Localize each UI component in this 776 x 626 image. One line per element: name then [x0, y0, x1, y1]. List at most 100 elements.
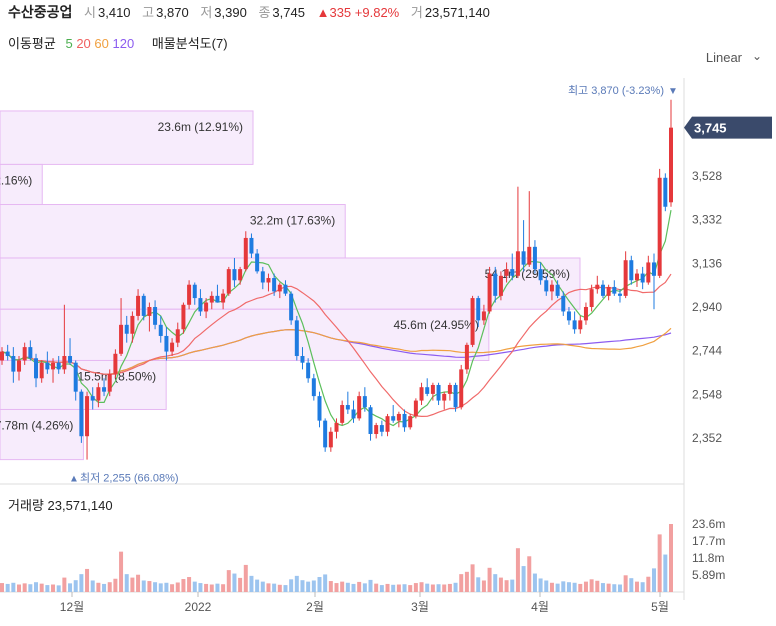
volume-bar — [589, 579, 594, 592]
volume-bar — [130, 577, 135, 592]
volume-bar — [107, 582, 112, 592]
volume-profile-label[interactable]: 매물분석도(7) — [151, 36, 228, 51]
volume-profile-label: 23.6m (12.91%) — [158, 120, 243, 134]
volume-pane-title: 거래량 23,571,140 — [8, 498, 113, 513]
volume-bar — [238, 577, 243, 592]
volume-tick-label: 17.7m — [692, 534, 725, 548]
high-label: 고 — [142, 5, 155, 20]
time-tick-label: 5월 — [651, 600, 669, 614]
candle-body — [510, 269, 515, 276]
max-price-label: 최고 3,870 (-3.23%) — [568, 84, 664, 97]
candle-body — [634, 273, 639, 281]
ma20-line — [1, 273, 672, 418]
volume-bar — [96, 582, 101, 592]
candle-body — [39, 362, 44, 379]
open-label: 시 — [84, 5, 96, 20]
volume-bar — [334, 583, 339, 592]
candle-body — [532, 246, 537, 270]
chevron-down-icon: ⌄ — [751, 49, 762, 63]
volume-profile-label: 3.94m (2.16%) — [0, 173, 32, 187]
candle-body — [198, 298, 203, 312]
volume-bar — [209, 584, 214, 592]
volume-bar — [623, 575, 628, 592]
volume-bar — [340, 581, 345, 592]
volume-bar — [464, 571, 469, 592]
high-value: 3,870 — [156, 5, 189, 20]
candle-body — [600, 284, 605, 296]
candle-body — [464, 344, 469, 370]
volume-bar — [119, 551, 124, 592]
candle-body — [419, 387, 424, 401]
volume-bar — [657, 534, 662, 592]
candle-body — [481, 311, 486, 321]
open-value: 3,410 — [98, 5, 131, 20]
candle-body — [221, 293, 226, 303]
candle-body — [136, 295, 141, 316]
volume-bar — [226, 570, 231, 592]
ma-label[interactable]: 이동평균 — [8, 36, 56, 51]
volume-bar — [498, 577, 503, 592]
candle-body — [578, 320, 583, 330]
candle-body — [459, 369, 464, 408]
candle-body — [277, 284, 282, 292]
volume-profile-bar — [0, 408, 84, 461]
candle-body — [130, 315, 135, 334]
candle-body — [192, 284, 197, 299]
volume-bar — [153, 582, 158, 592]
volume-bar — [549, 582, 554, 592]
price-tick-label: 2,940 — [692, 300, 722, 314]
candle-body — [561, 295, 566, 312]
volume-bar — [56, 585, 61, 592]
candle-body — [640, 273, 645, 283]
last-price-tag — [684, 116, 772, 139]
candle-body — [362, 396, 367, 408]
volume-profile-label: 54.1m (29.59%) — [485, 267, 570, 281]
volume-bar — [532, 573, 537, 592]
candle-body — [555, 284, 560, 296]
volume-bar — [0, 583, 4, 592]
volume-tick-label: 11.8m — [692, 551, 724, 565]
candle-body — [96, 387, 101, 401]
volume-bar — [192, 581, 197, 592]
volume-bar — [79, 574, 84, 592]
candle-body — [181, 304, 186, 330]
price-tick-label: 3,136 — [692, 256, 722, 270]
volume-bar — [328, 581, 333, 592]
ma5-label: 5 — [65, 36, 73, 51]
indicator-legend: 이동평균 5 20 60 120 매물분석도(7) — [8, 33, 228, 52]
price-tick-label: 3,332 — [692, 213, 722, 227]
volume-bar — [283, 585, 288, 592]
change-value: ▲335 — [316, 5, 352, 20]
volume-bar — [164, 582, 169, 592]
candle-body — [396, 413, 401, 421]
volume-bar — [391, 584, 396, 592]
volume-bar — [538, 578, 543, 592]
volume-bar — [612, 584, 617, 592]
candle-body — [209, 295, 214, 303]
volume-bar — [606, 583, 611, 592]
candle-body — [583, 307, 588, 321]
volume-bar — [476, 577, 481, 592]
scale-select[interactable]: Linear ⌄ — [706, 49, 762, 65]
candle-body — [504, 269, 509, 276]
candle-body — [657, 177, 662, 276]
candle-body — [345, 405, 350, 410]
candle-body — [249, 237, 254, 254]
candle-body — [300, 356, 305, 363]
volume-bar — [572, 582, 577, 592]
candle-body — [515, 251, 520, 276]
volume-bar — [600, 583, 605, 592]
volume-bar — [362, 583, 367, 592]
candle-body — [226, 269, 231, 294]
volume-bar — [663, 554, 668, 592]
candle-body — [260, 271, 265, 283]
candle-body — [187, 284, 192, 305]
ma120-label: 120 — [112, 36, 135, 51]
candle-body — [68, 356, 73, 363]
volume-bar — [561, 581, 566, 592]
candle-body — [17, 360, 22, 372]
candle-body — [498, 275, 503, 296]
volume-bar — [266, 583, 271, 592]
candle-body — [566, 311, 571, 321]
